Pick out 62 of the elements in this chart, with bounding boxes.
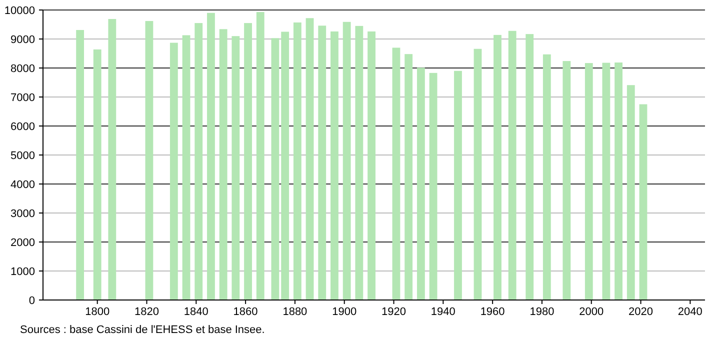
source-note: Sources : base Cassini de l'EHESS et base Insee. [20,324,265,336]
bar [318,26,326,300]
y-tick-label: 1000 [10,266,35,278]
x-tick-label: 1880 [282,306,308,318]
bar [256,12,264,300]
bar [639,104,648,300]
bar [429,72,438,300]
bar [416,68,425,300]
y-tick-label: 10000 [4,4,35,17]
x-tick-label: 1900 [332,306,357,318]
bar [454,70,462,300]
y-tick-label: 5000 [10,150,35,162]
bar [232,36,240,300]
bar [293,22,302,300]
x-tick-label: 1800 [85,306,110,318]
bar [306,18,314,300]
bar [194,23,203,300]
bar [392,48,400,300]
bar [508,30,516,300]
x-tick-label: 1840 [184,306,208,318]
bar [368,31,376,300]
y-tick-label: 9000 [10,34,35,46]
bar [494,34,502,300]
y-tick-label: 2000 [10,236,35,249]
y-tick-label: 0 [28,294,35,307]
bar [355,26,364,300]
x-tick-label: 2020 [628,306,654,318]
bar [108,18,116,300]
bar [584,63,593,300]
bar [342,22,351,300]
x-tick-label: 1960 [480,306,505,318]
x-tick-label: 1820 [134,306,159,318]
x-tick-label: 1860 [233,306,258,318]
y-tick-label: 8000 [10,62,35,75]
x-tick-label: 2040 [678,306,702,318]
bar [626,85,635,300]
bar [542,54,551,300]
x-tick-label: 1980 [530,306,554,318]
bar [170,42,178,300]
bar [271,38,280,300]
bar [76,30,84,300]
bar [207,12,215,300]
bar [219,29,228,300]
bar [182,35,190,300]
bar [614,62,622,300]
bar [404,54,413,300]
bar [562,61,571,300]
y-tick-label: 4000 [10,178,35,191]
y-tick-label: 7000 [10,92,35,104]
bar [474,48,482,300]
bar [330,31,338,300]
bar [244,23,252,300]
y-tick-label: 6000 [10,120,35,133]
bar [93,49,102,300]
bar [281,32,290,300]
x-tick-label: 1920 [382,306,406,318]
y-tick-label: 3000 [10,208,35,220]
bar [526,34,534,300]
bar [145,21,154,300]
bar [602,62,610,300]
x-tick-label: 2000 [579,306,604,318]
x-tick-label: 1940 [430,306,456,318]
